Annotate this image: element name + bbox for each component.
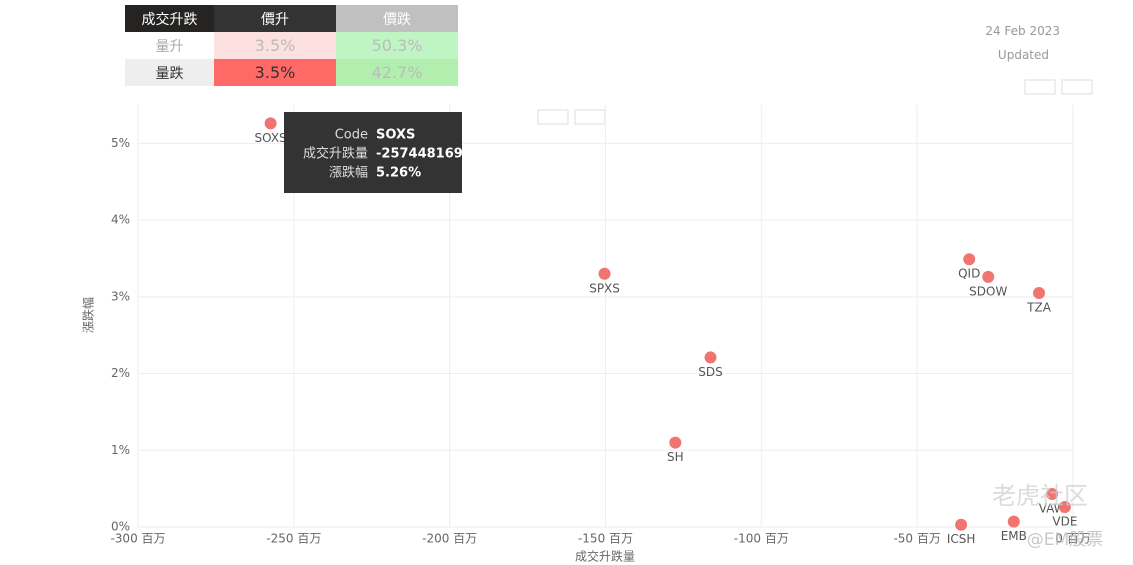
point-label: EMB xyxy=(1001,529,1027,543)
x-tick-label: -50 百万 xyxy=(893,532,940,546)
cell: 3.5% xyxy=(214,32,336,59)
point-label: SPXS xyxy=(589,281,620,295)
x-tick-label: 0 百万 xyxy=(1055,532,1090,546)
x-axis-title: 成交升跌量 xyxy=(575,549,635,564)
point-label: SOXS xyxy=(255,131,287,145)
point xyxy=(1007,515,1020,528)
row-label: 量升 xyxy=(155,38,184,55)
point-label: VAW xyxy=(1039,502,1066,516)
x-tick-label: -200 百万 xyxy=(422,532,477,546)
updated-label: Updated xyxy=(997,48,1049,62)
tooltip-key: 成交升跌量 xyxy=(303,146,368,162)
point-label: SDOW xyxy=(969,284,1007,298)
point-label: TZA xyxy=(1026,300,1052,314)
tooltip-value: SOXS xyxy=(376,128,415,143)
tooltip-value: 5.26% xyxy=(376,166,421,181)
row-label: 量跌 xyxy=(125,59,214,86)
matrix-header: 成交升跌 xyxy=(125,5,214,32)
point-label: VDE xyxy=(1052,515,1077,529)
point xyxy=(598,267,611,280)
focus-icon[interactable] xyxy=(1061,79,1093,95)
filter-icon[interactable] xyxy=(1024,79,1056,95)
tooltip-box xyxy=(284,112,462,193)
point-label: SDS xyxy=(698,365,722,379)
matrix: 成交升跌 價升 價跌 量升 3.5% 50.3% 量跌 3.5% 42.7% xyxy=(125,5,458,86)
y-tick-label: 5% xyxy=(111,136,130,150)
cell: 3.5% xyxy=(214,59,336,86)
tooltip: Code SOXS 成交升跌量 -257448169 漲跌幅 5.26% xyxy=(284,112,463,193)
y-axis-title: 漲跌幅 xyxy=(81,297,96,333)
x-tick-label: -150 百万 xyxy=(578,532,633,546)
watermark: 老虎社区 xyxy=(992,482,1088,510)
matrix-header: 價升 xyxy=(214,5,336,32)
tooltip-key: Code xyxy=(335,128,368,143)
matrix-header: 價跌 xyxy=(336,5,458,32)
y-tick-label: 1% xyxy=(111,443,130,457)
tooltip-key: 漲跌幅 xyxy=(329,165,368,181)
point xyxy=(1046,488,1059,501)
point xyxy=(264,117,277,130)
point xyxy=(669,436,682,449)
point-label: SH xyxy=(667,450,684,464)
y-tick-label: 3% xyxy=(111,289,130,303)
y-tick-label: 0% xyxy=(111,520,130,534)
date: 24 Feb 2023 xyxy=(985,24,1060,38)
point xyxy=(982,270,995,283)
point-label: ICSH xyxy=(947,532,976,546)
tooltip-value: -257448169 xyxy=(376,147,463,162)
y-tick-label: 4% xyxy=(111,213,130,227)
watermark: @EM股票 xyxy=(1027,530,1103,550)
x-tick-label: -250 百万 xyxy=(266,532,321,546)
y-tick-label: 2% xyxy=(111,366,130,380)
point xyxy=(704,351,717,364)
point-label: QID xyxy=(958,267,980,281)
point xyxy=(963,253,976,266)
focus-icon[interactable] xyxy=(574,109,606,125)
point xyxy=(955,518,968,531)
point xyxy=(1058,501,1071,514)
point xyxy=(1033,286,1046,299)
cell: 42.7% xyxy=(336,59,458,86)
x-tick-label: -300 百万 xyxy=(110,532,165,546)
filter-icon[interactable] xyxy=(537,109,569,125)
cell: 50.3% xyxy=(336,32,458,59)
x-tick-label: -100 百万 xyxy=(734,532,789,546)
